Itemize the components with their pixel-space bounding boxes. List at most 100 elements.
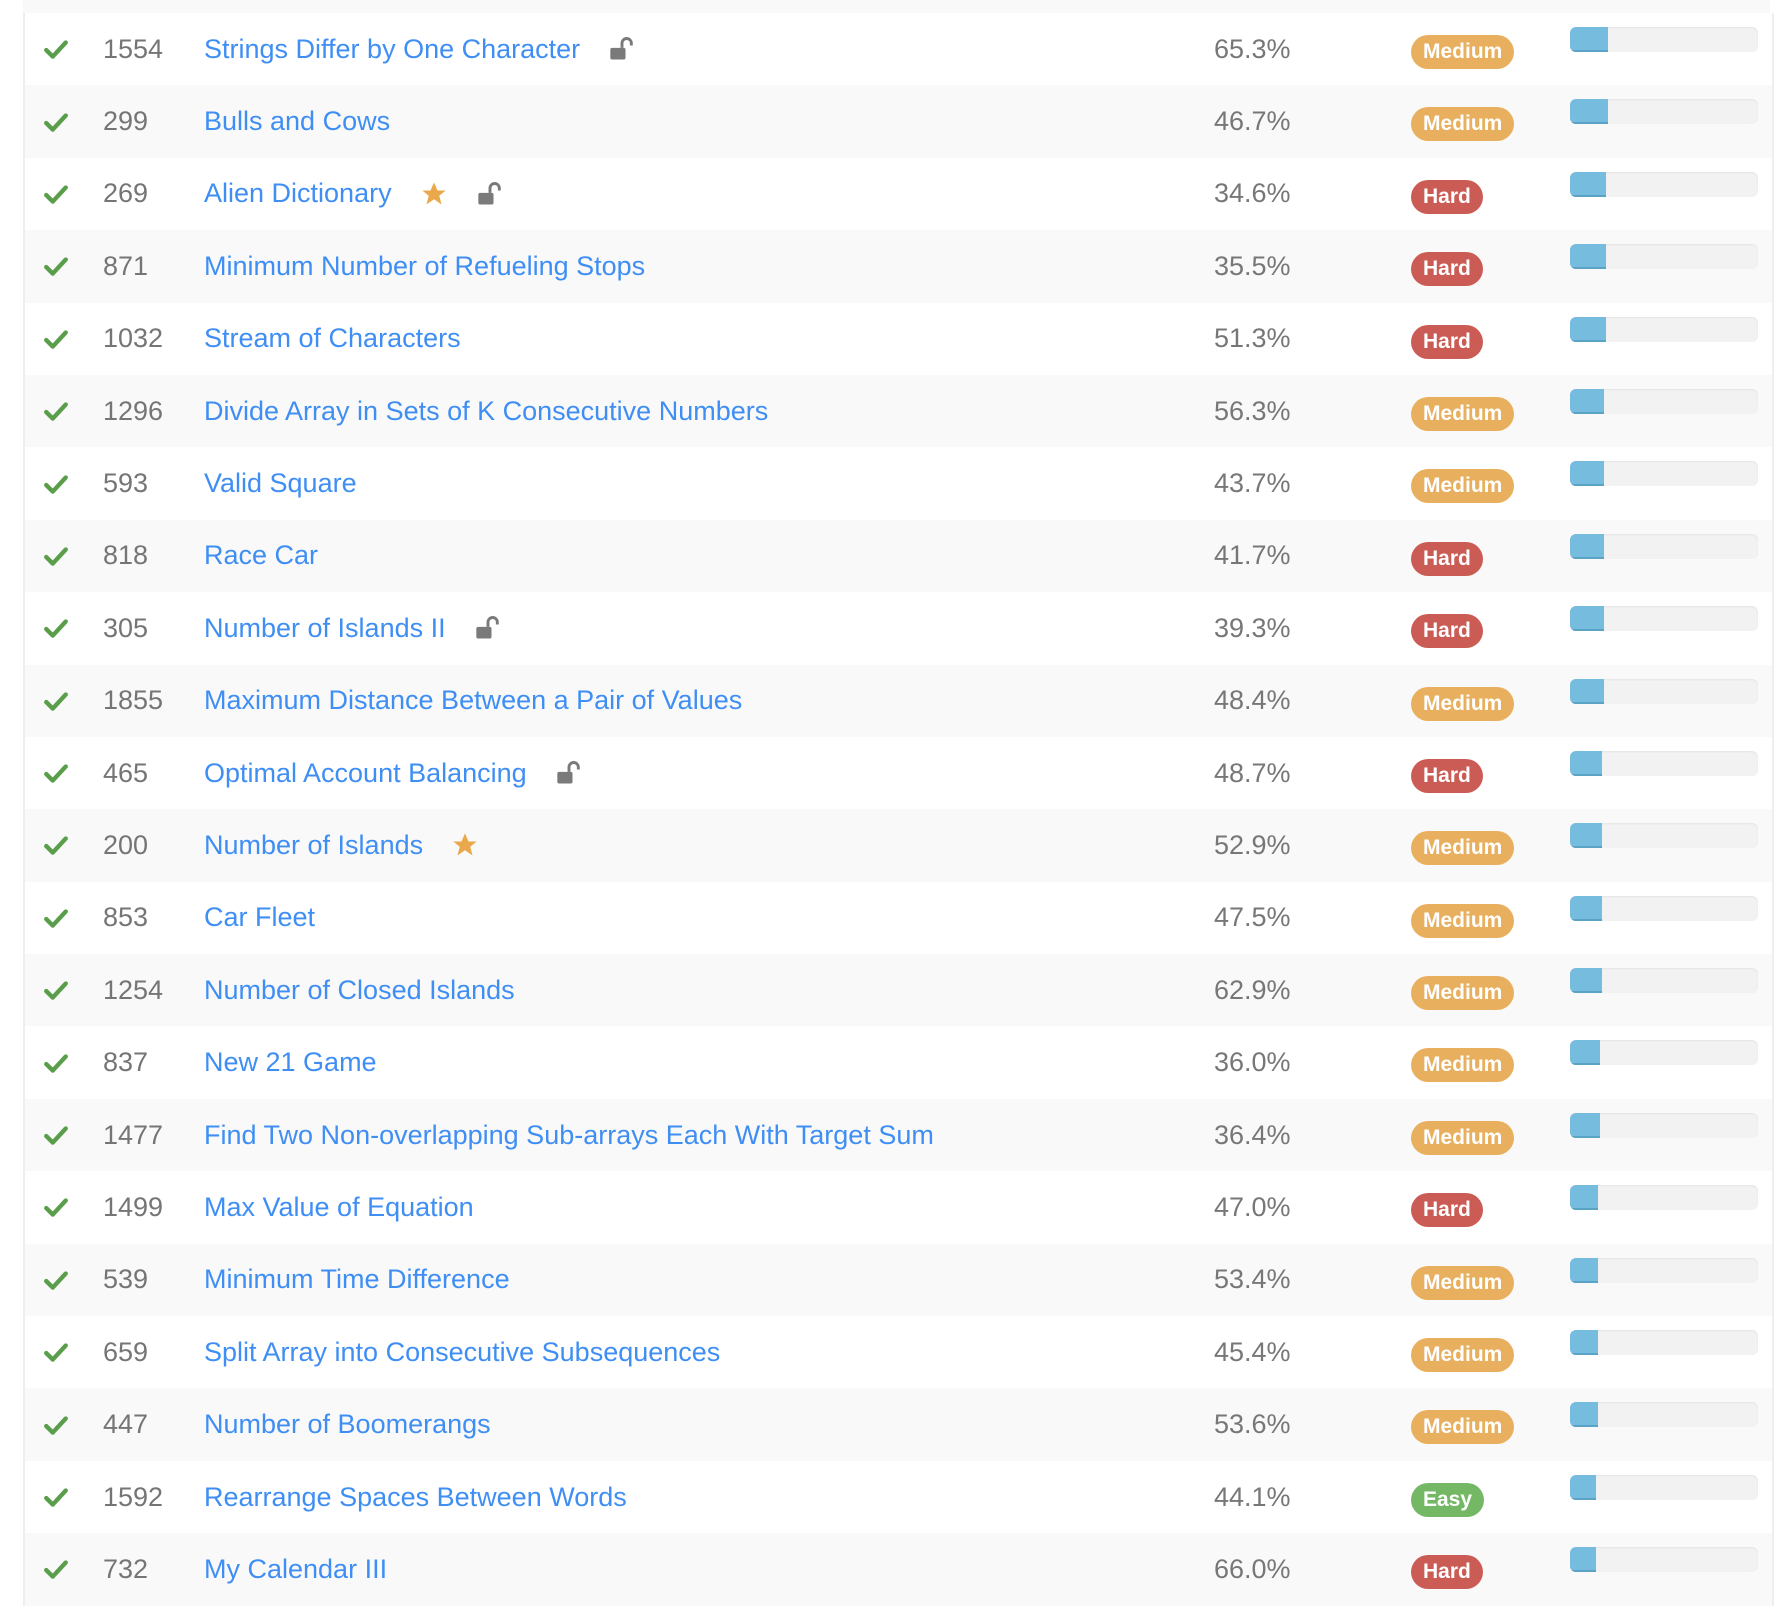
unlock-icon <box>608 35 636 63</box>
acceptance-rate: 56.3% <box>1214 395 1291 426</box>
problem-title-link[interactable]: Number of Islands II <box>204 612 446 643</box>
frequency-bar <box>1570 1040 1758 1066</box>
frequency-bar-fill <box>1570 27 1608 52</box>
solved-check-icon <box>43 688 69 714</box>
problem-title-link[interactable]: My Calendar III <box>204 1553 388 1584</box>
table-row: 659 Split Array into Consecutive Subsequ… <box>25 1316 1772 1388</box>
frequency-bar-fill <box>1570 1402 1599 1428</box>
problem-title-link[interactable]: Number of Islands <box>204 829 424 860</box>
solved-check-icon <box>43 36 69 62</box>
problem-title-link[interactable]: New 21 Game <box>204 1047 377 1078</box>
table-row: 200 Number of Islands 52.9% Medium <box>25 809 1772 882</box>
difficulty-badge: Hard <box>1411 252 1483 287</box>
frequency-bar <box>1570 1257 1758 1283</box>
difficulty-badge: Medium <box>1411 831 1515 866</box>
acceptance-rate: 51.3% <box>1214 323 1291 354</box>
problem-title-link[interactable]: Rearrange Spaces Between Words <box>204 1481 627 1512</box>
problem-title-link[interactable]: Maximum Distance Between a Pair of Value… <box>204 685 743 716</box>
problem-id: 1855 <box>103 685 164 716</box>
problem-title-link[interactable]: Stream of Characters <box>204 323 461 354</box>
problem-title-link[interactable]: Split Array into Consecutive Subsequence… <box>204 1336 721 1367</box>
frequency-bar-fill <box>1570 1040 1601 1066</box>
frequency-bar-fill <box>1570 1112 1601 1138</box>
solved-check-icon <box>43 1556 69 1582</box>
frequency-bar <box>1570 533 1758 559</box>
frequency-bar <box>1570 1474 1758 1500</box>
problem-title-link[interactable]: Race Car <box>204 540 319 571</box>
unlock-icon <box>474 614 502 642</box>
problem-title-link[interactable]: Max Value of Equation <box>204 1191 474 1222</box>
difficulty-badge: Medium <box>1411 1410 1515 1445</box>
problem-id: 1254 <box>103 974 164 1005</box>
acceptance-rate: 53.6% <box>1214 1409 1291 1440</box>
problem-title-link[interactable]: Minimum Number of Refueling Stops <box>204 250 646 281</box>
problem-title-link[interactable]: Car Fleet <box>204 902 316 933</box>
table-row: 853 Car Fleet 47.5% Medium <box>25 882 1772 954</box>
problem-id: 1499 <box>103 1191 164 1222</box>
problem-title-link[interactable]: Divide Array in Sets of K Consecutive Nu… <box>204 395 769 426</box>
problem-title-link[interactable]: Minimum Time Difference <box>204 1264 510 1295</box>
difficulty-badge: Easy <box>1411 1482 1485 1517</box>
table-top-band <box>23 0 1770 13</box>
solved-check-icon <box>43 1339 69 1365</box>
frequency-bar-fill <box>1570 1547 1597 1573</box>
problem-id: 659 <box>103 1336 149 1367</box>
table-row: 818 Race Car 41.7% Hard <box>25 519 1772 593</box>
frequency-bar-fill <box>1570 968 1602 994</box>
acceptance-rate: 48.7% <box>1214 757 1291 788</box>
solved-check-icon <box>43 615 69 641</box>
acceptance-rate: 36.0% <box>1214 1047 1291 1078</box>
unlock-icon <box>476 180 504 208</box>
problem-title-link[interactable]: Number of Closed Islands <box>204 974 515 1005</box>
problem-id: 1592 <box>103 1481 164 1512</box>
frequency-bar <box>1570 27 1758 52</box>
table-row: 1254 Number of Closed Islands 62.9% Medi… <box>25 954 1772 1027</box>
frequency-bar-fill <box>1570 895 1602 921</box>
solved-check-icon <box>43 1412 69 1438</box>
frequency-bar-fill <box>1570 678 1604 704</box>
difficulty-badge: Hard <box>1411 541 1483 576</box>
frequency-bar <box>1570 316 1758 342</box>
problem-title-link[interactable]: Valid Square <box>204 468 357 499</box>
frequency-bar <box>1570 678 1758 704</box>
difficulty-badge: Medium <box>1411 35 1515 69</box>
frequency-bar-fill <box>1570 1330 1599 1356</box>
solved-check-icon <box>43 905 69 931</box>
problem-title-link[interactable]: Strings Differ by One Character <box>204 33 581 64</box>
table-row: 1499 Max Value of Equation 47.0% Hard <box>25 1171 1772 1243</box>
frequency-bar <box>1570 1402 1758 1428</box>
frequency-bar <box>1570 606 1758 632</box>
problem-title-link[interactable]: Optimal Account Balancing <box>204 757 527 788</box>
problem-title-link[interactable]: Number of Boomerangs <box>204 1409 491 1440</box>
table-row: 539 Minimum Time Difference 53.4% Medium <box>25 1243 1772 1317</box>
frequency-bar <box>1570 895 1758 921</box>
solved-check-icon <box>43 109 69 135</box>
acceptance-rate: 46.7% <box>1214 106 1291 137</box>
solved-check-icon <box>43 326 69 352</box>
problem-id: 447 <box>103 1409 149 1440</box>
solved-check-icon <box>43 471 69 497</box>
difficulty-badge: Medium <box>1411 469 1515 504</box>
problem-title-link[interactable]: Alien Dictionary <box>204 178 392 209</box>
frequency-bar <box>1570 1547 1758 1573</box>
acceptance-rate: 47.0% <box>1214 1191 1291 1222</box>
difficulty-badge: Medium <box>1411 396 1515 431</box>
frequency-bar <box>1570 1185 1758 1211</box>
problem-id: 871 <box>103 250 149 281</box>
problem-id: 465 <box>103 757 149 788</box>
acceptance-rate: 66.0% <box>1214 1553 1291 1584</box>
difficulty-badge: Hard <box>1411 324 1483 359</box>
problem-id: 837 <box>103 1047 149 1078</box>
problem-title-link[interactable]: Bulls and Cows <box>204 106 391 137</box>
difficulty-badge: Hard <box>1411 179 1483 214</box>
solved-check-icon <box>43 977 69 1003</box>
problem-title-link[interactable]: Find Two Non-overlapping Sub-arrays Each… <box>204 1119 934 1150</box>
acceptance-rate: 45.4% <box>1214 1336 1291 1367</box>
acceptance-rate: 39.3% <box>1214 612 1291 643</box>
acceptance-rate: 34.6% <box>1214 178 1291 209</box>
problem-id: 305 <box>103 612 149 643</box>
table-row: 269 Alien Dictionary 34.6% Hard <box>25 158 1772 230</box>
difficulty-badge: Hard <box>1411 1555 1483 1590</box>
frequency-bar-fill <box>1570 1257 1599 1283</box>
acceptance-rate: 48.4% <box>1214 685 1291 716</box>
